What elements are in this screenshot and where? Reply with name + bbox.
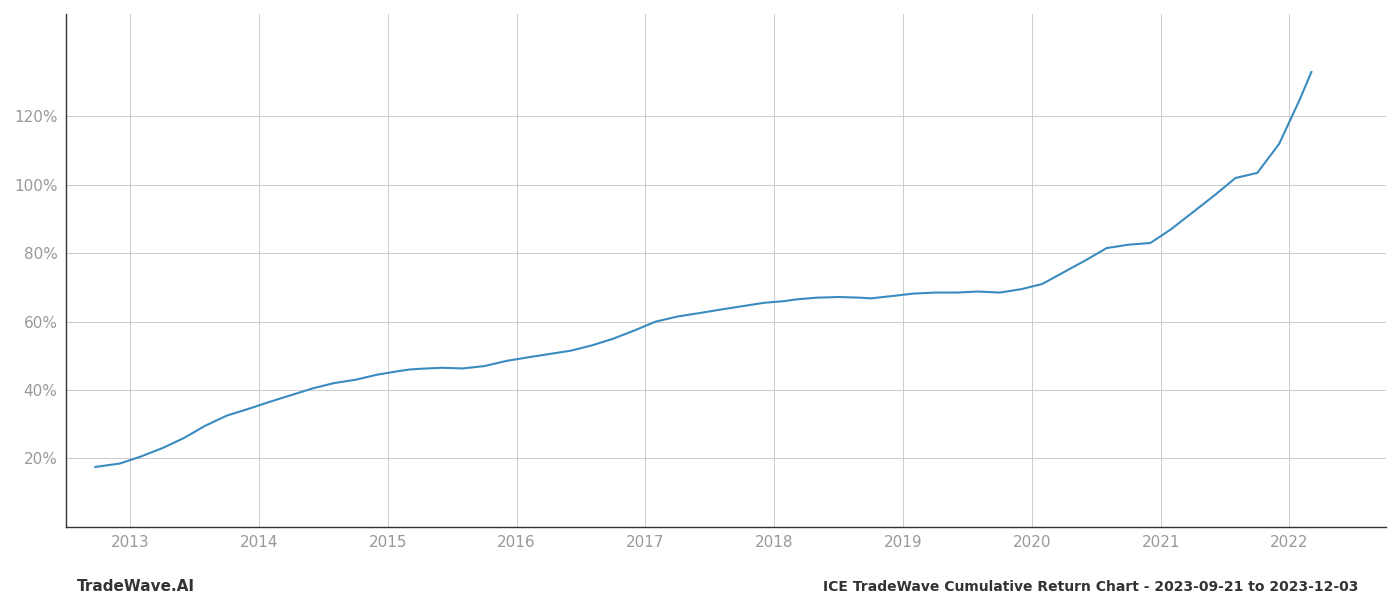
Text: ICE TradeWave Cumulative Return Chart - 2023-09-21 to 2023-12-03: ICE TradeWave Cumulative Return Chart - … [823, 580, 1358, 594]
Text: TradeWave.AI: TradeWave.AI [77, 579, 195, 594]
